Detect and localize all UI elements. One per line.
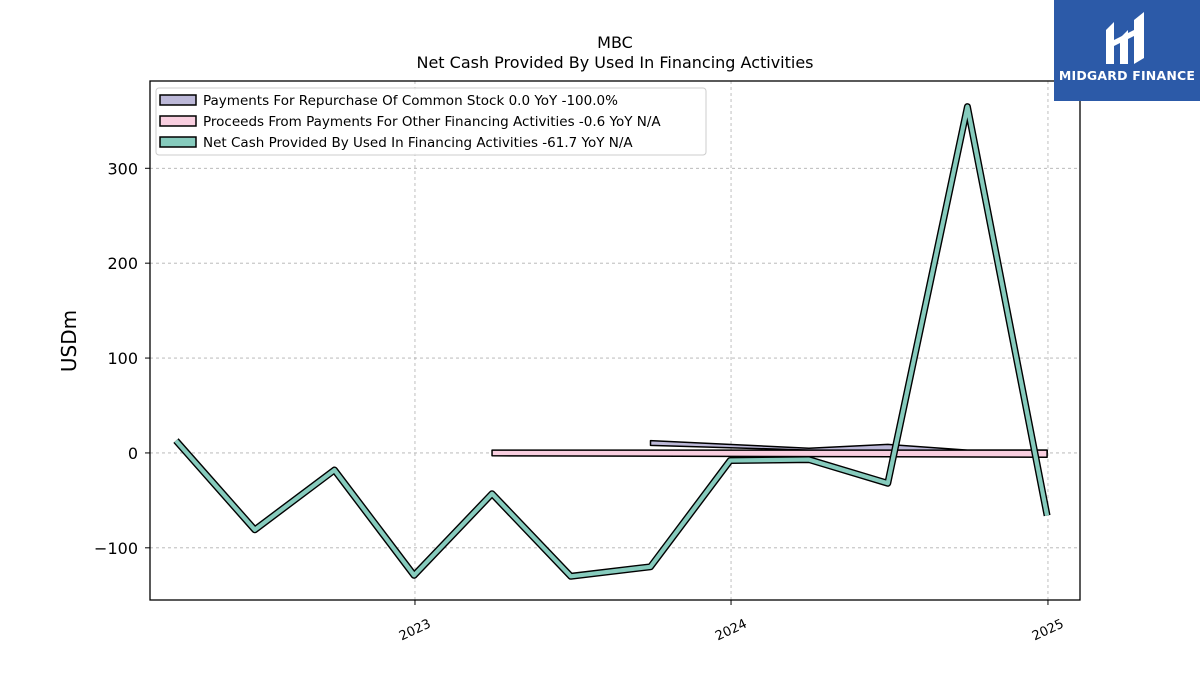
y-tick-label: 100 [107, 349, 138, 368]
logo-mark-icon [1106, 12, 1144, 64]
logo-text: MIDGARD FINANCE [1058, 68, 1196, 83]
y-tick-label: −100 [94, 539, 138, 558]
y-tick-label: 300 [107, 159, 138, 178]
series-marks [173, 103, 1051, 580]
y-tick-label: 0 [128, 444, 138, 463]
legend-box [155, 87, 707, 156]
x-tick-label: 2023 [397, 617, 433, 645]
legend: Payments For Repurchase Of Common Stock … [155, 87, 707, 156]
y-tick-label: 200 [107, 254, 138, 273]
chart-title: MBC [597, 33, 633, 52]
midgard-finance-logo: MIDGARD FINANCE [1054, 0, 1200, 101]
legend-label: Proceeds From Payments For Other Financi… [203, 114, 661, 130]
axis-ticks: −100 0 100 200 300 2023 2024 2025 [94, 159, 1066, 644]
plot-frame [149, 80, 1081, 601]
grid-lines [150, 81, 1080, 600]
legend-swatch [159, 94, 197, 106]
x-tick-label: 2025 [1030, 617, 1066, 645]
chart-subtitle: Net Cash Provided By Used In Financing A… [416, 53, 813, 72]
x-tick-label: 2024 [713, 617, 749, 645]
series-line-2 [174, 104, 1050, 579]
legend-label: Net Cash Provided By Used In Financing A… [203, 135, 633, 151]
legend-swatch [159, 115, 197, 127]
y-axis-label: USDm [57, 310, 81, 372]
legend-label: Payments For Repurchase Of Common Stock … [203, 93, 618, 109]
legend-swatch [159, 136, 197, 148]
series-band-1 [491, 449, 1048, 458]
